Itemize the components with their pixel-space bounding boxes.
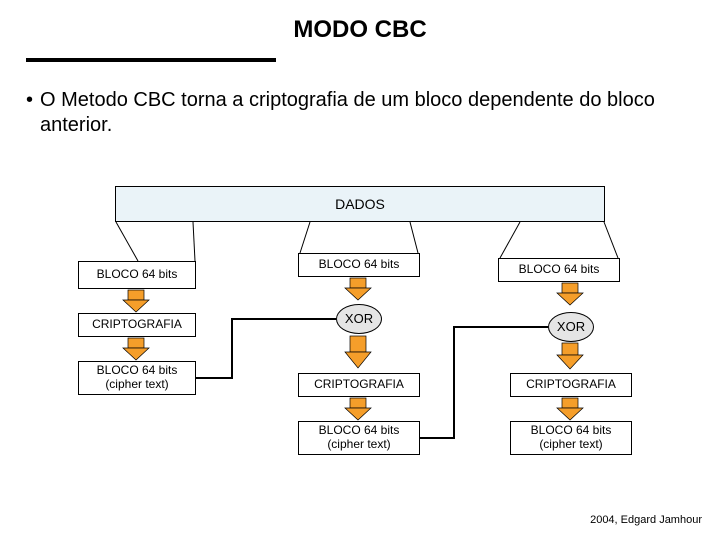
col2-cripto: CRIPTOGRAFIA (298, 373, 420, 397)
col3-cripto: CRIPTOGRAFIA (510, 373, 632, 397)
col2-bloco: BLOCO 64 bits (298, 253, 420, 277)
dados-box: DADOS (115, 186, 605, 222)
col2-xor: XOR (336, 304, 382, 334)
footer-text: 2004, Edgard Jamhour (590, 514, 702, 526)
col1-cripto: CRIPTOGRAFIA (78, 313, 196, 337)
col1-cipher: BLOCO 64 bits (cipher text) (78, 361, 196, 395)
bullet-dot: • (26, 88, 33, 113)
title-underline (26, 58, 276, 62)
col3-cipher: BLOCO 64 bits (cipher text) (510, 421, 632, 455)
col1-bloco: BLOCO 64 bits (78, 261, 196, 289)
page-title: MODO CBC (0, 0, 720, 44)
col3-xor: XOR (548, 312, 594, 342)
bullet-text: • O Metodo CBC torna a criptografia de u… (40, 88, 680, 138)
col2-cipher: BLOCO 64 bits (cipher text) (298, 421, 420, 455)
bullet-content: O Metodo CBC torna a criptografia de um … (40, 89, 655, 136)
col3-bloco: BLOCO 64 bits (498, 258, 620, 282)
